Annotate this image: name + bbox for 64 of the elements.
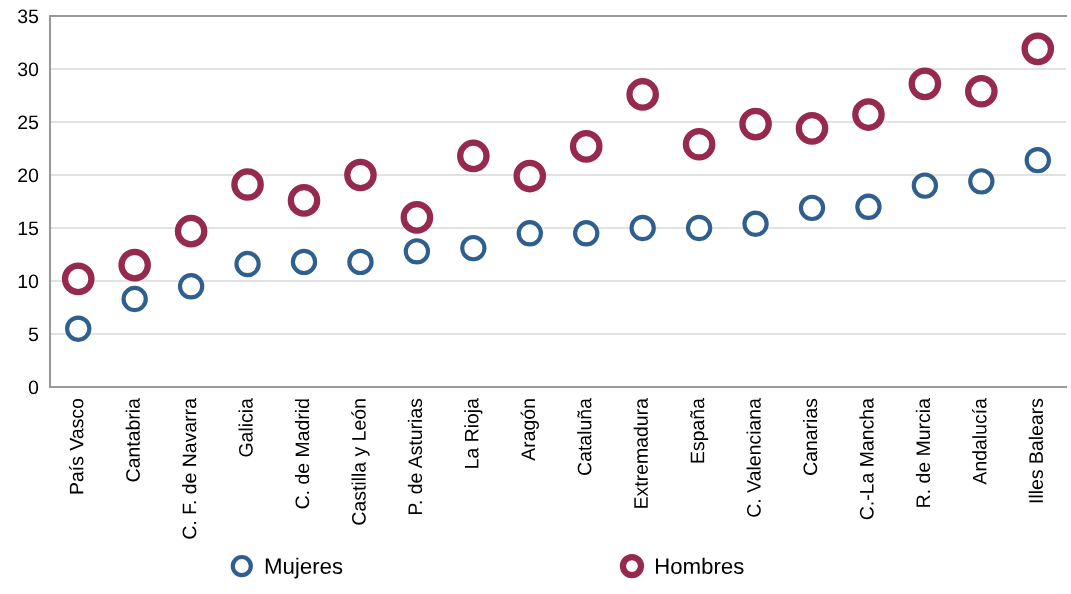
point <box>231 168 264 201</box>
legend-label: Mujeres <box>265 557 343 579</box>
point <box>513 159 547 193</box>
point <box>457 139 490 173</box>
point <box>460 234 487 262</box>
x-tick-label: Extremadura <box>633 398 648 508</box>
point <box>1024 146 1051 174</box>
x-tick-label: Canarias <box>802 398 818 475</box>
legend-label: Hombres <box>656 557 744 575</box>
point <box>234 250 261 278</box>
x-tick-label: P. de Asturias <box>407 398 423 514</box>
point <box>852 98 885 131</box>
x-tick-label: Illes Balears <box>1028 398 1043 503</box>
y-tick-label: 10 <box>18 274 39 289</box>
point <box>968 168 995 195</box>
x-tick-label: C. de Madrid <box>294 399 310 509</box>
point <box>1021 32 1055 66</box>
x-tick-label: Aragón <box>520 399 539 461</box>
x-tick-label: País Vasco <box>68 398 84 494</box>
x-tick-label: Castilla y León <box>351 399 370 525</box>
x-tick-label: C. Valenciana <box>746 398 761 517</box>
point <box>177 273 205 300</box>
point <box>629 214 656 242</box>
x-tick-label: Andalucía <box>972 398 987 485</box>
point <box>911 172 939 199</box>
point <box>61 262 95 296</box>
x-tick-label: C.-La Mancha <box>859 398 874 520</box>
y-tick-label: 15 <box>18 221 39 236</box>
point <box>795 112 829 145</box>
y-tick-label: 20 <box>18 168 39 183</box>
point <box>682 127 716 161</box>
y-tick-label: 25 <box>18 115 39 130</box>
x-tick-label: Cantabria <box>125 398 140 482</box>
y-tick-label: 0 <box>28 380 39 395</box>
point <box>855 193 882 220</box>
point <box>908 67 942 101</box>
point <box>121 285 148 313</box>
point <box>118 248 151 282</box>
point <box>798 194 826 222</box>
x-tick-label: Galicia <box>238 398 253 457</box>
point <box>347 248 374 276</box>
y-tick-label: 30 <box>18 62 39 77</box>
x-tick-label: Cataluña <box>577 398 592 475</box>
point <box>573 220 600 247</box>
point <box>685 214 713 242</box>
point <box>344 158 377 192</box>
x-tick-label: C. F. de Navarra <box>182 398 197 539</box>
point <box>400 201 434 234</box>
y-tick-label: 5 <box>28 327 39 342</box>
point <box>626 78 659 111</box>
point <box>403 238 431 265</box>
point <box>287 184 321 217</box>
x-tick-label: R. de Murcia <box>915 398 931 507</box>
point <box>174 214 208 248</box>
point <box>739 107 772 141</box>
point <box>965 74 998 108</box>
point <box>569 130 603 163</box>
x-tick-label: España <box>690 398 709 463</box>
point <box>742 210 769 237</box>
point <box>65 315 92 342</box>
x-tick-label: La Rioja <box>464 398 483 468</box>
y-tick-label: 35 <box>18 9 39 24</box>
point <box>290 248 318 276</box>
point <box>516 220 543 247</box>
